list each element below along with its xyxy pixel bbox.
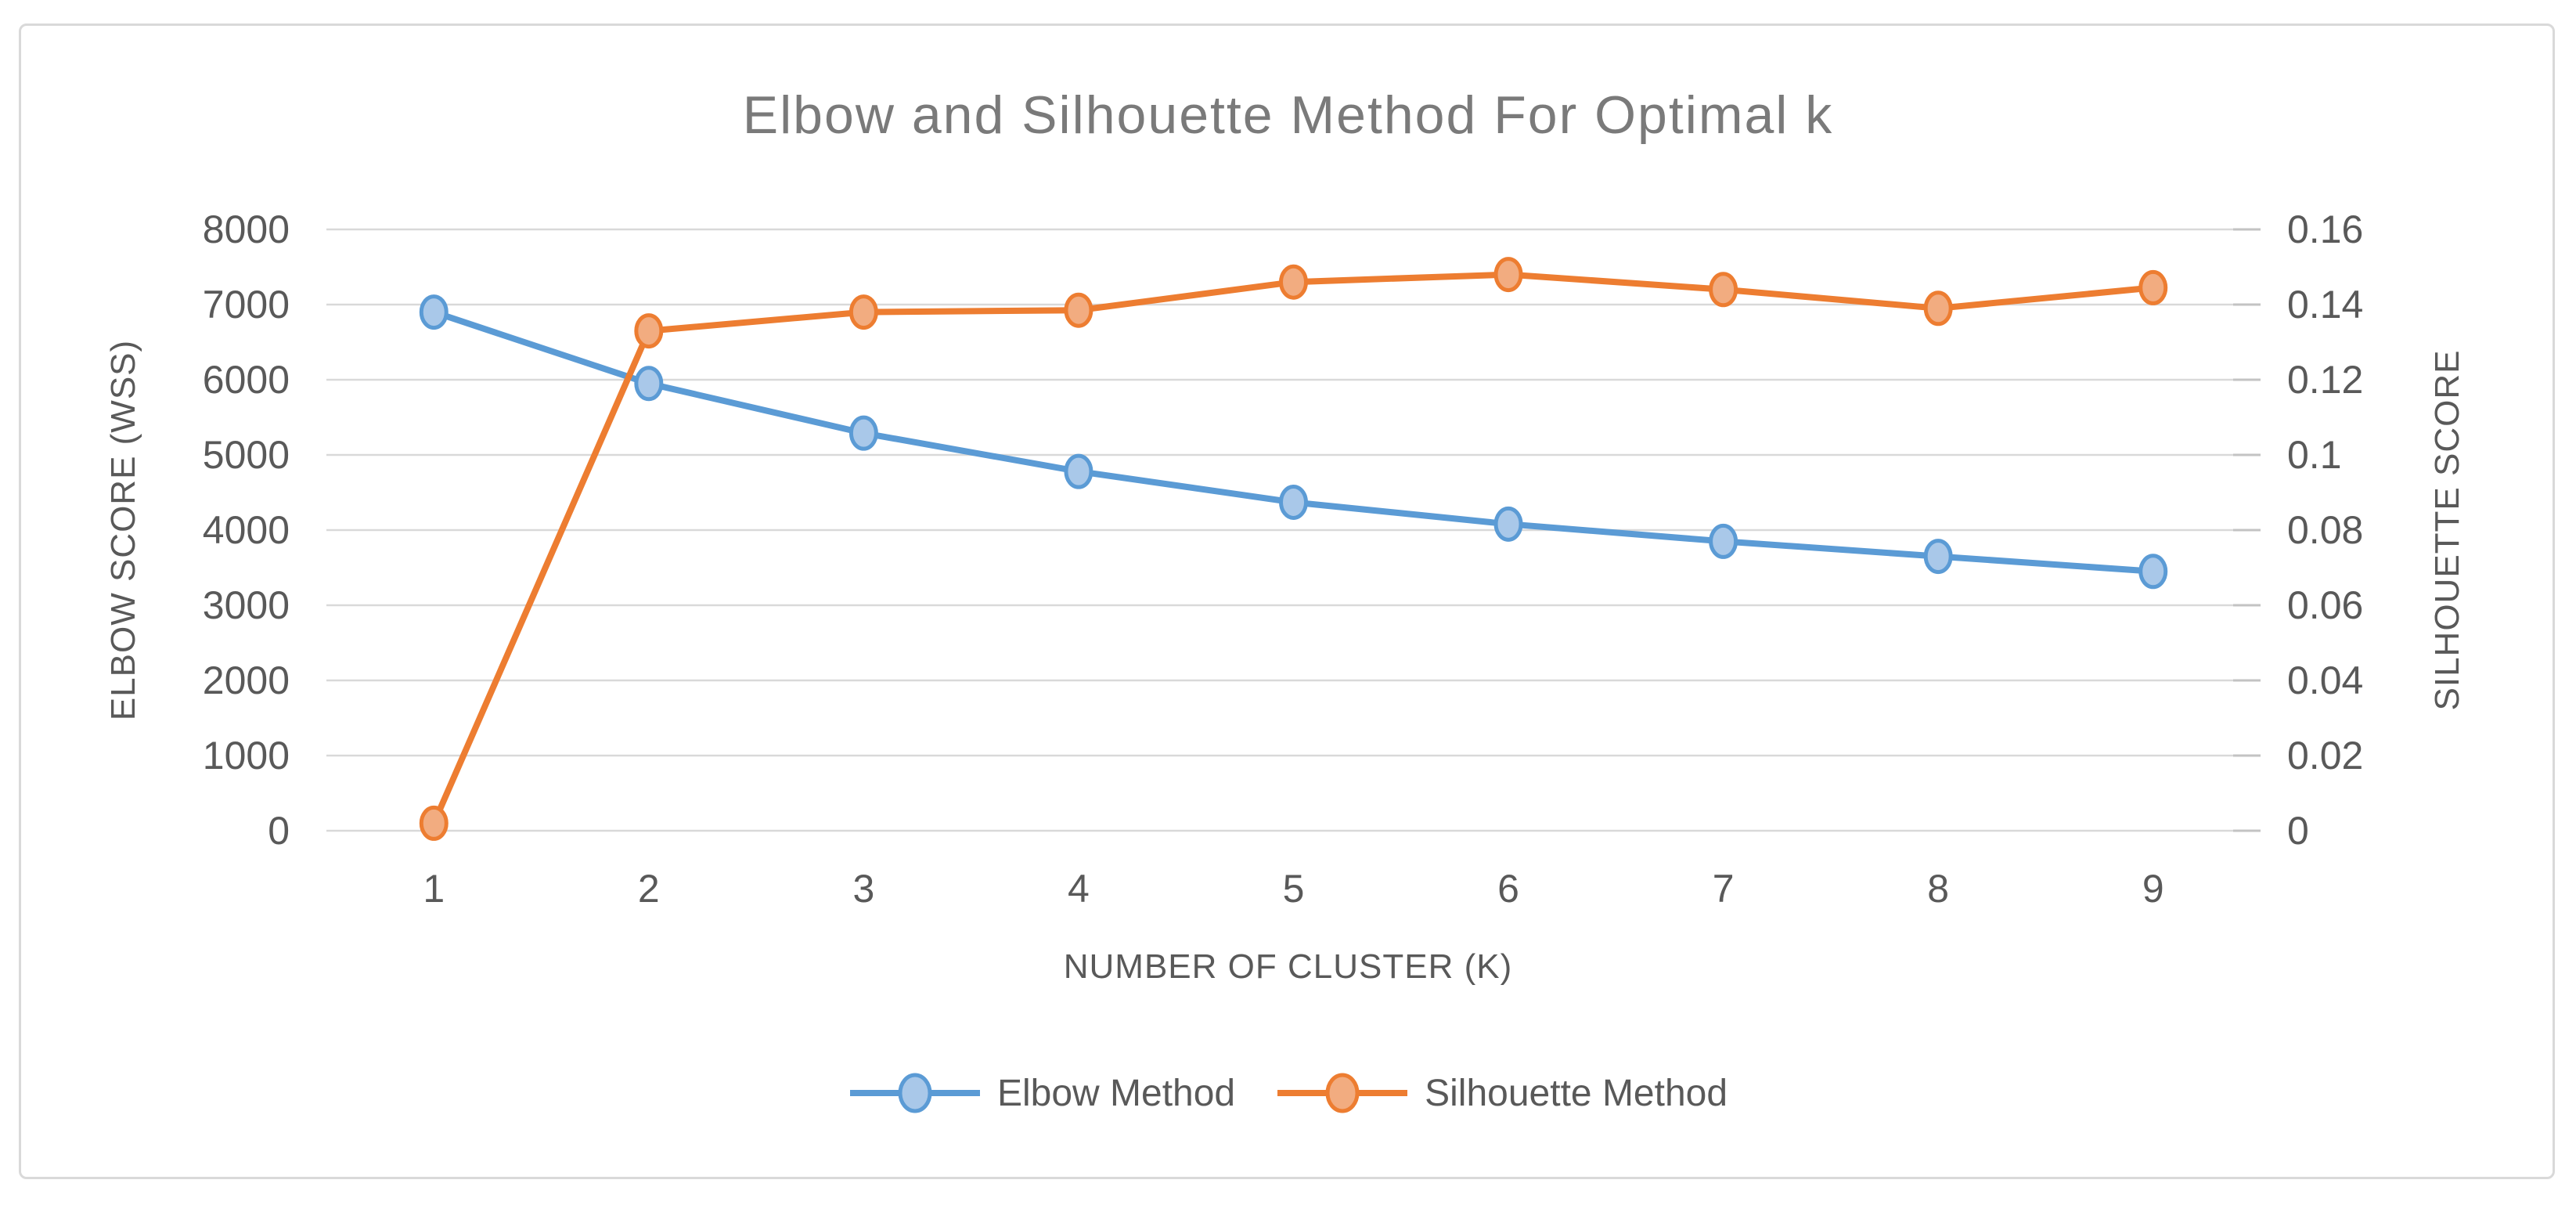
data-point-marker xyxy=(1709,272,1738,308)
x-axis-tick-label: 2 xyxy=(638,867,660,911)
right-axis-tick-label: 0.16 xyxy=(2287,207,2363,251)
data-point-marker xyxy=(1493,506,1523,542)
right-axis-tick-label: 0.02 xyxy=(2287,734,2363,777)
left-axis-tick-label: 2000 xyxy=(203,658,290,702)
left-axis-tick-label: 5000 xyxy=(203,433,290,477)
chart-border xyxy=(19,23,2555,1179)
left-axis-tick-label: 8000 xyxy=(203,207,290,251)
data-point-marker xyxy=(848,294,878,330)
data-point-marker xyxy=(634,366,664,402)
right-axis-tick-label: 0.08 xyxy=(2287,508,2363,552)
right-axis-tick-label: 0.12 xyxy=(2287,358,2363,402)
data-point-marker xyxy=(419,294,449,330)
data-point-marker xyxy=(634,313,664,349)
data-point-marker xyxy=(1064,453,1093,489)
right-axis-tick-label: 0 xyxy=(2287,809,2309,853)
legend: Elbow Method Silhouette Method xyxy=(0,1071,2576,1115)
right-axis-tick-label: 0.04 xyxy=(2287,658,2363,702)
right-axis-tick-label: 0.06 xyxy=(2287,583,2363,627)
left-axis-tick-label: 6000 xyxy=(203,358,290,402)
series-line-silhouette xyxy=(431,271,2156,827)
right-axis-tick-label: 0.1 xyxy=(2287,433,2342,477)
data-point-marker xyxy=(2138,554,2168,590)
data-point-marker xyxy=(1709,523,1738,559)
x-axis-tick-label: 1 xyxy=(423,867,445,911)
legend-item-elbow: Elbow Method xyxy=(848,1071,1235,1115)
left-axis-tick-label: 0 xyxy=(268,809,290,853)
chart-title: Elbow and Silhouette Method For Optimal … xyxy=(742,85,1834,145)
legend-label-elbow: Elbow Method xyxy=(996,1072,1236,1114)
x-axis-tick-label: 9 xyxy=(2142,867,2164,911)
legend-label-silhouette: Silhouette Method xyxy=(1425,1072,1728,1114)
x-axis-tick-label: 6 xyxy=(1497,867,1519,911)
data-point-marker xyxy=(1923,539,1953,575)
data-point-marker xyxy=(419,805,449,841)
left-axis-tick-label: 1000 xyxy=(203,734,290,777)
x-axis-tick-label: 8 xyxy=(1927,867,1949,911)
data-point-marker xyxy=(2138,269,2168,305)
silhouette-series-marker-icon xyxy=(1277,1073,1408,1113)
x-axis-tick-label: 4 xyxy=(1068,867,1090,911)
left-axis-tick-label: 4000 xyxy=(203,508,290,552)
left-axis-tick-label: 3000 xyxy=(203,583,290,627)
x-axis-tick-label: 3 xyxy=(852,867,874,911)
data-point-marker xyxy=(1279,484,1308,520)
series-line-elbow xyxy=(431,308,2156,575)
data-point-marker xyxy=(848,415,878,451)
left-axis-tick-label: 7000 xyxy=(203,283,290,327)
data-point-marker xyxy=(1279,264,1308,300)
legend-item-silhouette: Silhouette Method xyxy=(1276,1071,1728,1115)
x-axis-tick-label: 5 xyxy=(1283,867,1305,911)
data-point-marker xyxy=(1923,290,1953,327)
data-point-marker xyxy=(1064,292,1093,328)
data-point-marker xyxy=(1493,257,1523,293)
right-axis-tick-label: 0.14 xyxy=(2287,283,2363,327)
elbow-series-marker-icon xyxy=(849,1073,980,1113)
x-axis-title: NUMBER OF CLUSTER (K) xyxy=(1063,947,1513,986)
x-axis-tick-label: 7 xyxy=(1713,867,1735,911)
